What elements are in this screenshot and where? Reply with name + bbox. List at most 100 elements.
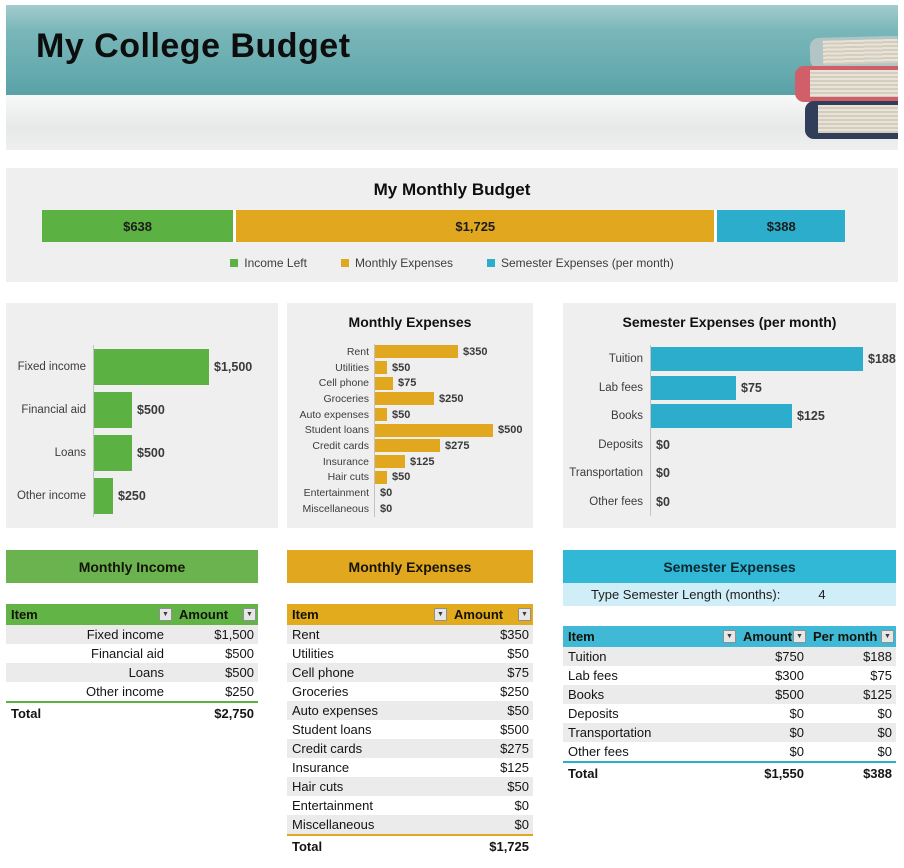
column-header-label: Item bbox=[292, 607, 319, 622]
chart-track: $350 bbox=[374, 344, 533, 360]
item-cell: Miscellaneous bbox=[287, 815, 449, 836]
amount-cell: $500 bbox=[775, 687, 804, 702]
item-cell: Utilities bbox=[292, 646, 334, 661]
table-row: Books $500 $125 bbox=[563, 685, 896, 704]
chart-track: $188 bbox=[650, 345, 896, 374]
chart-row: Groceries $250 bbox=[287, 391, 533, 407]
filter-dropdown-icon[interactable]: ▼ bbox=[434, 608, 447, 621]
chart-track: $0 bbox=[374, 485, 533, 501]
filter-dropdown-icon[interactable]: ▼ bbox=[159, 608, 172, 621]
budget-legend: Income Left Monthly Expenses Semester Expe… bbox=[6, 256, 898, 270]
chart-bar bbox=[94, 434, 132, 471]
filter-dropdown-icon[interactable]: ▼ bbox=[518, 608, 531, 621]
chart-row: Books $125 bbox=[563, 402, 896, 431]
semester-table: Item ▼ Amount ▼ Per month ▼ Tuition $750 $188 Lab… bbox=[563, 626, 896, 783]
chart-value-label: $0 bbox=[656, 494, 670, 509]
amount-cell: $0 bbox=[789, 725, 804, 740]
chart-track: $50 bbox=[374, 469, 533, 486]
amount-cell: $0 bbox=[789, 706, 804, 721]
amount-cell: $0 bbox=[808, 742, 896, 763]
item-cell: Lab fees bbox=[568, 668, 618, 683]
table-row: Loans $500 bbox=[6, 663, 258, 682]
amount-cell: $1,500 bbox=[214, 627, 254, 642]
legend-item: Monthly Expenses bbox=[340, 256, 453, 270]
books-photo bbox=[786, 35, 898, 141]
item-cell: Auto expenses bbox=[292, 703, 379, 718]
chart-category-label: Auto expenses bbox=[299, 408, 369, 421]
item-cell: Student loans bbox=[292, 722, 372, 737]
chart-track: $0 bbox=[650, 487, 896, 516]
chart-value-label: $275 bbox=[445, 439, 470, 452]
chart-row: Student loans $500 bbox=[287, 422, 533, 439]
header-banner: My College Budget bbox=[6, 5, 898, 150]
item-cell: Entertainment bbox=[292, 798, 373, 813]
filter-dropdown-icon[interactable]: ▼ bbox=[723, 630, 736, 643]
chart-row: Other fees $0 bbox=[563, 487, 896, 516]
chart-category-label: Hair cuts bbox=[327, 471, 369, 484]
semester-chart-title: Semester Expenses (per month) bbox=[622, 314, 837, 330]
item-cell: Groceries bbox=[292, 684, 349, 699]
chart-value-label: $250 bbox=[439, 392, 464, 405]
chart-category-label: Miscellaneous bbox=[302, 502, 369, 515]
chart-category-label: Insurance bbox=[322, 455, 369, 468]
chart-track: $500 bbox=[93, 388, 278, 431]
chart-category-label: Credit cards bbox=[312, 439, 369, 452]
chart-track: $75 bbox=[374, 375, 533, 392]
stack-segment-value: $1,725 bbox=[455, 218, 496, 234]
chart-row: Loans $500 bbox=[6, 431, 278, 474]
amount-cell: $250 bbox=[174, 682, 258, 703]
chart-value-label: $50 bbox=[392, 408, 411, 421]
item-cell: Financial aid bbox=[91, 646, 164, 661]
table-row: Lab fees $300 $75 bbox=[563, 666, 896, 685]
stack-segment: $388 bbox=[717, 210, 845, 242]
chart-category-label: Lab fees bbox=[598, 381, 643, 394]
chart-bar bbox=[651, 404, 792, 429]
filter-dropdown-icon[interactable]: ▼ bbox=[243, 608, 256, 621]
table-row: Other fees $0 $0 bbox=[563, 742, 896, 763]
chart-value-label: $75 bbox=[398, 377, 417, 390]
expenses-table-banner: Monthly Expenses bbox=[287, 550, 533, 583]
column-header-label: Per month bbox=[813, 629, 878, 644]
column-header: Amount ▼ bbox=[174, 604, 258, 625]
column-header: Item ▼ bbox=[563, 626, 738, 647]
legend-label: Monthly Expenses bbox=[354, 256, 453, 270]
chart-category-label: Utilities bbox=[335, 361, 369, 374]
expenses-chart-title: Monthly Expenses bbox=[348, 314, 472, 330]
stack-segment-value: $388 bbox=[766, 218, 796, 234]
total-value: $2,750 bbox=[174, 701, 258, 723]
filter-dropdown-icon[interactable]: ▼ bbox=[881, 630, 894, 643]
overview-title: My Monthly Budget bbox=[373, 180, 531, 199]
table-row: Utilities $50 bbox=[287, 644, 533, 663]
chart-value-label: $250 bbox=[118, 488, 146, 503]
chart-bar bbox=[94, 477, 113, 514]
chart-track: $125 bbox=[374, 453, 533, 470]
chart-track: $500 bbox=[93, 431, 278, 474]
total-value: $1,725 bbox=[449, 834, 533, 856]
item-cell: Hair cuts bbox=[292, 779, 344, 794]
total-label: Total bbox=[287, 834, 449, 856]
chart-bar bbox=[375, 408, 387, 422]
chart-track: $50 bbox=[374, 359, 533, 376]
item-cell: Deposits bbox=[568, 706, 619, 721]
chart-row: Lab fees $75 bbox=[563, 373, 896, 402]
item-cell: Transportation bbox=[568, 725, 652, 740]
chart-row: Rent $350 bbox=[287, 344, 533, 360]
total-row: Total $1,550 $388 bbox=[563, 761, 896, 783]
chart-row: Transportation $0 bbox=[563, 459, 896, 488]
chart-row: Credit cards $275 bbox=[287, 438, 533, 454]
filter-dropdown-icon[interactable]: ▼ bbox=[793, 630, 806, 643]
chart-track: $500 bbox=[374, 422, 533, 439]
table-header-row: Item ▼ Amount ▼ bbox=[287, 604, 533, 625]
column-header: Item ▼ bbox=[6, 604, 174, 625]
chart-value-label: $125 bbox=[410, 455, 435, 468]
chart-category-label: Fixed income bbox=[17, 360, 86, 373]
page-title: My College Budget bbox=[36, 27, 351, 65]
chart-track: $275 bbox=[374, 438, 533, 454]
chart-value-label: $0 bbox=[380, 502, 393, 515]
table-row: Student loans $500 bbox=[287, 720, 533, 739]
chart-bar bbox=[94, 391, 132, 428]
column-header-label: Item bbox=[11, 607, 38, 622]
semester-length-input[interactable]: 4 bbox=[818, 587, 826, 602]
chart-value-label: $75 bbox=[741, 380, 762, 395]
chart-track: $0 bbox=[650, 430, 896, 459]
